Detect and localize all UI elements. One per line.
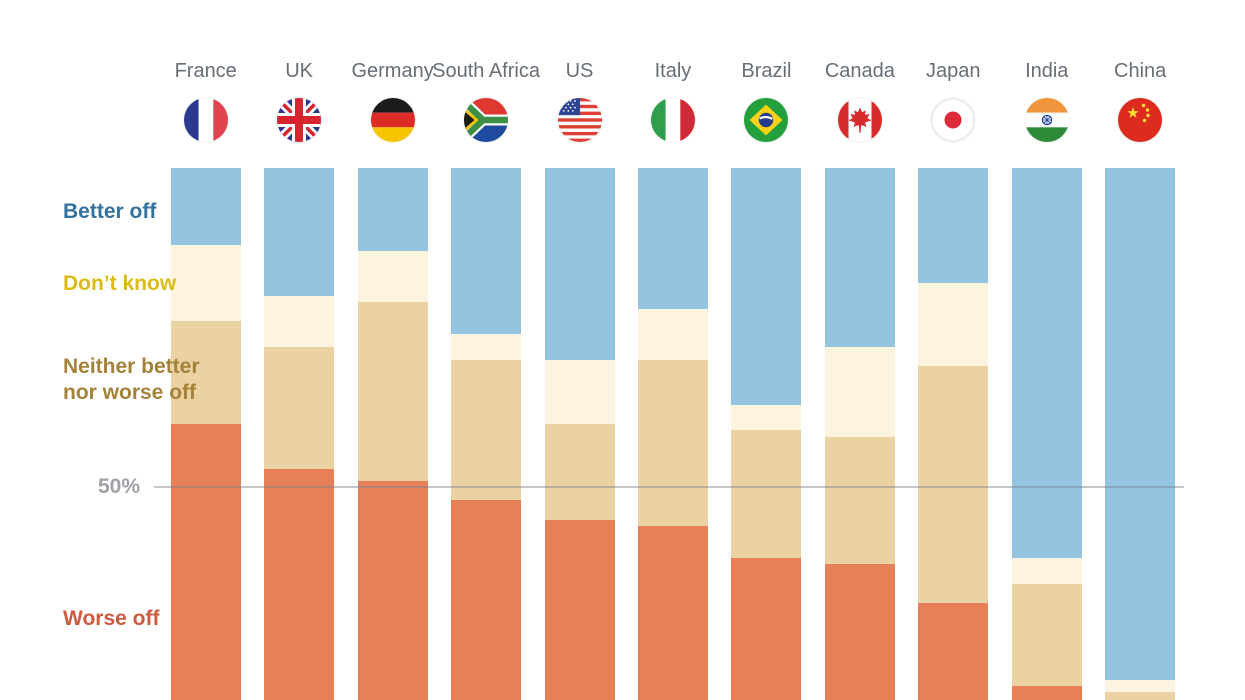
stacked-bar-italy [637,168,708,700]
segment [1105,679,1176,693]
flag-germany [370,98,415,142]
segment [824,347,895,437]
segment [637,359,708,527]
legend-better-off: Better off [63,200,157,223]
segment [451,168,522,335]
stacked-bar-china [1105,168,1176,700]
segment [170,168,241,245]
segment [451,334,522,360]
segment [731,404,802,431]
segment [170,321,241,424]
segment [544,423,615,520]
flag-italy [650,98,695,142]
flag-japan-icon [931,98,976,142]
country-label: UK [285,60,314,82]
segment [170,423,241,700]
segment [731,558,802,700]
flag-uk [277,98,322,142]
segment [1105,692,1176,700]
fifty-percent-gridline [154,486,1184,488]
flag-uk-icon [277,98,322,142]
flag-us [557,98,602,142]
stacked-bar-uk [264,168,335,700]
segment [357,302,428,482]
flag-india [1024,98,1069,142]
segment [1011,558,1082,584]
segment [824,168,895,348]
flag-india-icon [1024,98,1069,142]
country-label: Germany [351,60,434,82]
country-label: Italy [654,60,692,82]
flag-germany-icon [370,98,415,142]
flag-france [183,98,228,142]
segment [357,481,428,700]
stacked-bar-brazil [731,168,802,700]
segment [918,602,989,700]
segment [637,308,708,360]
segment [264,468,335,700]
segment [357,251,428,303]
flag-us-icon [557,98,602,142]
segment [1011,168,1082,559]
legend-worse-off: Worse off [63,607,160,630]
flag-italy-icon [650,98,695,142]
segment [264,347,335,469]
segment [264,295,335,348]
legend-neither-better-nor-worse: Neither better nor worse off [63,355,200,404]
segment [731,430,802,559]
flag-canada-icon [837,98,882,142]
stacked-bar-japan [918,168,989,700]
stacked-bar-us [544,168,615,700]
segment [637,526,708,700]
segment [264,168,335,296]
stacked-bar-canada [824,168,895,700]
stacked-bar-france [170,168,241,700]
segment [544,519,615,700]
segment [918,366,989,603]
country-label: Japan [926,60,981,82]
country-label: Brazil [741,60,792,82]
flag-brazil [744,98,789,142]
flag-brazil-icon [744,98,789,142]
segment [918,168,989,284]
segment [544,168,615,360]
legend-dont-know: Don’t know [63,272,177,295]
flag-south-africa [464,98,509,142]
segment [824,436,895,565]
segment [1011,583,1082,686]
stacked-bar-india [1011,168,1082,700]
segment [451,359,522,501]
flag-china [1118,98,1163,142]
segment [170,244,241,322]
flag-france-icon [183,98,228,142]
segment [544,359,615,424]
segment [451,500,522,700]
fifty-percent-axis-label: 50% [97,475,140,498]
country-label: China [1114,60,1167,82]
segment [357,168,428,252]
stacked-bar-south-africa [451,168,522,700]
segment [731,168,802,405]
flag-japan [931,98,976,142]
flag-canada [837,98,882,142]
segment [637,168,708,309]
segment [918,283,989,367]
country-label: South Africa [432,60,540,82]
segment [1105,168,1176,680]
stacked-bar-germany [357,168,428,700]
country-label: France [174,60,237,82]
country-label: Canada [824,60,895,82]
segment [1011,685,1082,700]
flag-south-africa-icon [464,98,509,142]
country-label: India [1025,60,1069,82]
segment [824,564,895,700]
flag-china-icon [1118,98,1163,142]
country-label: US [565,60,594,82]
